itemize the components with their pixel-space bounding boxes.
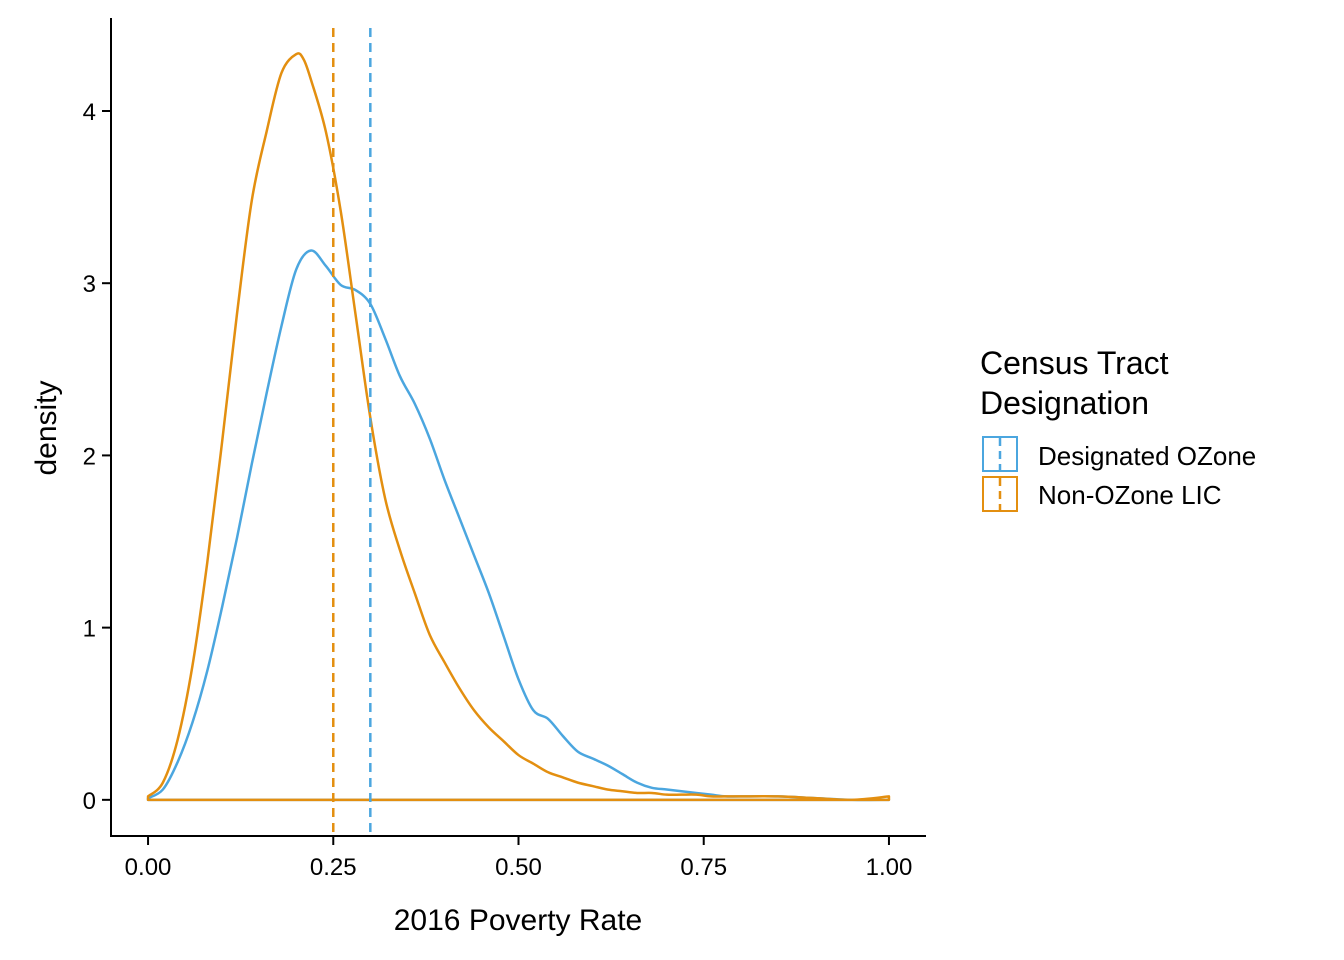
legend-item-designated: Designated OZone bbox=[982, 436, 1256, 472]
y-axis-title: density bbox=[30, 380, 63, 475]
y-tick-label: 0 bbox=[83, 788, 96, 815]
y-tick-label: 1 bbox=[83, 616, 96, 643]
x-tick-label: 0.75 bbox=[680, 854, 727, 881]
x-tick-label: 0.50 bbox=[495, 854, 542, 881]
legend-title-line1: Census Tract bbox=[980, 345, 1169, 381]
density-curve-designated-ozone bbox=[146, 249, 891, 802]
legend-title-line2: Designation bbox=[980, 385, 1149, 421]
x-tick-label: 0.25 bbox=[310, 854, 357, 881]
legend-item-non-ozone: Non-OZone LIC bbox=[982, 476, 1222, 512]
x-axis-title: 2016 Poverty Rate bbox=[394, 904, 642, 937]
plot-area bbox=[146, 28, 891, 836]
y-tick-label: 4 bbox=[83, 99, 96, 126]
legend-label-designated: Designated OZone bbox=[1038, 441, 1256, 471]
axes bbox=[110, 18, 926, 837]
density-curve-non-ozone-lic bbox=[146, 52, 891, 802]
y-tick-label: 2 bbox=[83, 443, 96, 470]
x-tick-label: 0.00 bbox=[125, 854, 172, 881]
legend: Census Tract Designation Designated OZon… bbox=[980, 345, 1256, 512]
y-tick-label: 3 bbox=[83, 271, 96, 298]
legend-label-non-ozone: Non-OZone LIC bbox=[1038, 480, 1222, 510]
x-tick-label: 1.00 bbox=[866, 854, 913, 881]
ticks: 0.00 0.25 0.50 0.75 1.00 0 1 2 3 4 bbox=[83, 99, 913, 881]
